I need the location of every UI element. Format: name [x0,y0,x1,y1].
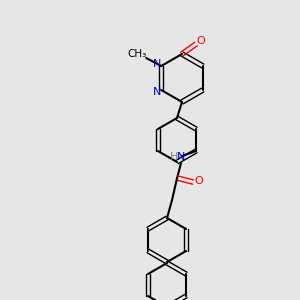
Text: N: N [153,87,161,97]
Text: H: H [170,152,178,162]
Text: O: O [196,36,206,46]
Text: N: N [177,152,185,162]
Text: O: O [195,176,203,186]
Text: CH₃: CH₃ [128,49,147,59]
Text: N: N [153,59,161,69]
